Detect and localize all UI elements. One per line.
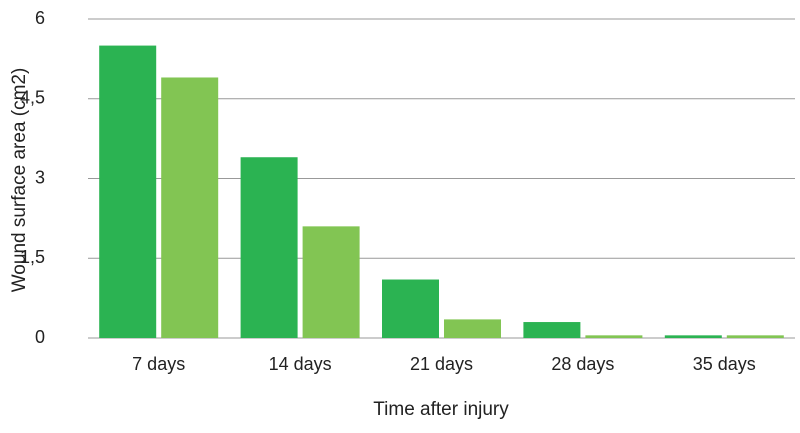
bar (382, 279, 439, 338)
bar (240, 157, 298, 338)
bar (161, 77, 219, 338)
x-axis-title: Time after injury (373, 399, 509, 420)
bar (585, 335, 643, 338)
y-tick-label: 0 (35, 327, 45, 347)
y-tick-label: 1,5 (20, 247, 45, 267)
bar (302, 226, 360, 338)
x-tick-label: 35 days (693, 354, 756, 374)
bar (444, 319, 501, 338)
y-tick-label: 3 (35, 167, 45, 187)
x-tick-label: 14 days (269, 354, 332, 374)
bar (726, 335, 784, 338)
bar (523, 322, 581, 338)
y-axis-title: Wound surface area (cm2) (9, 68, 30, 293)
x-tick-label: 28 days (551, 354, 614, 374)
x-tick-label: 21 days (410, 354, 473, 374)
y-tick-label: 6 (35, 8, 45, 28)
bar (664, 335, 722, 338)
y-tick-label: 4,5 (20, 88, 45, 108)
x-tick-label: 7 days (132, 354, 185, 374)
bar (99, 45, 157, 338)
